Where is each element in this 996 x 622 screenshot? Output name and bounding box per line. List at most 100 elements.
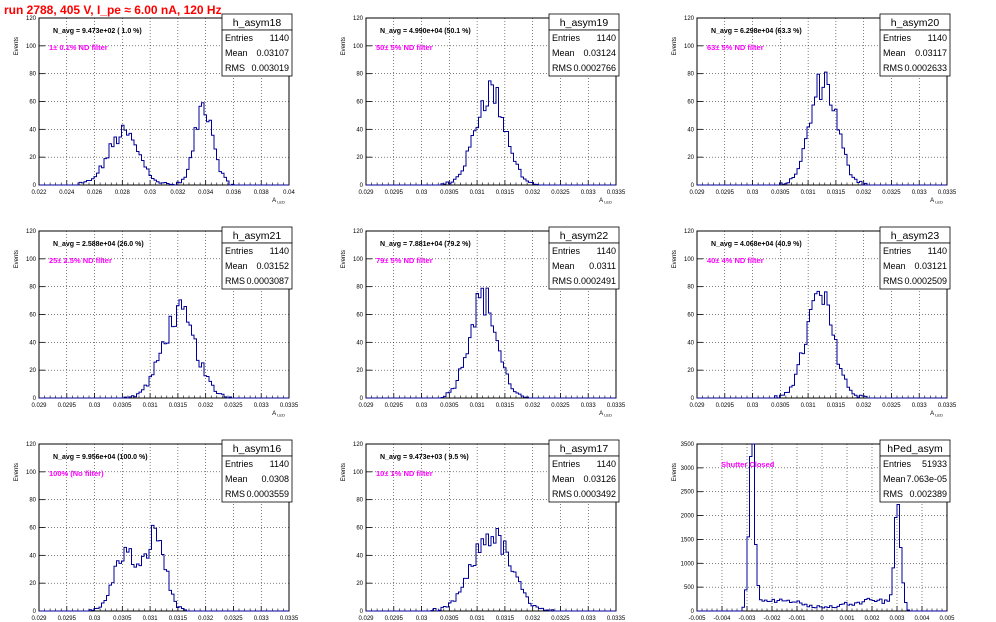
y-tick-label: 1000	[681, 561, 695, 567]
x-tick-label: 0.0295	[385, 403, 404, 409]
histogram-curve	[697, 290, 947, 399]
histogram-panel-h_asym16: 0.029 0.0295 0.03 0.0305 0.031 0.0315 0.032 0.0…	[14, 439, 299, 622]
y-tick-label: 100	[26, 470, 37, 476]
x-tick-label: 0.0325	[882, 403, 901, 409]
y-tick-label: 40	[356, 127, 363, 133]
x-tick-label: 0.029	[358, 616, 374, 622]
x-tick-label: -0.002	[763, 616, 781, 622]
stats-value: 1140	[597, 246, 616, 256]
stats-title: h_asym21	[233, 230, 282, 242]
x-tick-label: 0.032	[856, 190, 872, 196]
x-tick-label: 0.031	[470, 403, 486, 409]
stats-value: 1140	[270, 246, 289, 256]
y-tick-label: 80	[29, 285, 36, 291]
filter-label: 79± 5% ND filter	[376, 256, 433, 265]
y-tick-label: 60	[29, 526, 36, 532]
y-tick-label: 20	[356, 155, 363, 161]
stats-label: Mean	[552, 261, 575, 271]
y-tick-label: 0	[360, 609, 364, 615]
x-tick-label: 0.031	[801, 403, 817, 409]
navg-label: N_avg = 9.473e+02 ( 1.0 %)	[53, 28, 142, 35]
y-axis-label: Events	[14, 37, 20, 55]
stats-value: 0.0002491	[573, 276, 616, 286]
stats-title: h_asym18	[233, 17, 282, 29]
x-tick-label: 0.0305	[771, 190, 790, 196]
x-axis-label: A LED	[272, 198, 285, 205]
x-tick-label: -0.001	[788, 616, 806, 622]
histogram-panel-hPed_asym: -0.005 -0.004 -0.003 -0.002 -0.001 0 0.001 0.00…	[672, 439, 955, 622]
x-tick-label: 0.03	[747, 403, 759, 409]
stats-value: 0.03117	[915, 48, 947, 58]
stats-box	[879, 242, 951, 290]
y-tick-label: 20	[29, 368, 36, 374]
filter-label: 1± 0.1% ND filter	[49, 43, 108, 52]
y-tick-label: 20	[687, 155, 694, 161]
x-tick-label: 0.0295	[58, 616, 77, 622]
x-tick-label: 0.0305	[440, 403, 459, 409]
stats-label: RMS	[552, 489, 572, 499]
histogram-curve	[697, 71, 947, 186]
y-tick-label: 60	[356, 100, 363, 106]
navg-label: N_avg = 6.298e+04 (63.3 %)	[711, 28, 802, 35]
x-tick-label: 0	[820, 616, 824, 622]
x-tick-label: 0.03	[89, 403, 101, 409]
stats-title: h_asym22	[560, 230, 609, 242]
x-axis-label: A LED	[930, 411, 943, 418]
y-tick-label: 40	[356, 340, 363, 346]
y-axis-label: Events	[672, 37, 678, 55]
x-tick-label: 0.001	[839, 616, 855, 622]
x-tick-label: 0.0325	[551, 190, 570, 196]
x-tick-label: 0.033	[581, 616, 597, 622]
x-tick-label: 0.0315	[496, 616, 515, 622]
x-tick-label: -0.003	[738, 616, 756, 622]
stats-title: h_asym20	[891, 17, 940, 29]
stats-title: h_asym17	[560, 443, 609, 455]
histogram-panel-h_asym23: 0.029 0.0295 0.03 0.0305 0.031 0.0315 0.032 0.0…	[672, 226, 957, 418]
stats-value: 0.003019	[251, 63, 289, 73]
x-tick-label: 0.033	[254, 403, 270, 409]
x-tick-label: 0.032	[170, 190, 186, 196]
stats-label: RMS	[225, 489, 245, 499]
x-tick-label: 0.0295	[385, 616, 404, 622]
stats-box	[548, 242, 620, 290]
navg-label: N_avg = 9.473e+03 ( 9.5 %)	[380, 454, 469, 461]
x-tick-label: 0.022	[31, 190, 47, 196]
x-tick-label: 0.0335	[280, 403, 299, 409]
x-tick-label: 0.0335	[607, 616, 626, 622]
y-tick-label: 2000	[681, 514, 695, 520]
stats-label: Entries	[883, 459, 912, 469]
x-tick-label: 0.0315	[169, 403, 188, 409]
stats-value: 0.0308	[261, 474, 289, 484]
y-tick-label: 100	[26, 44, 37, 50]
y-tick-label: 80	[687, 72, 694, 78]
x-tick-label: 0.033	[581, 190, 597, 196]
y-tick-label: 0	[33, 183, 37, 189]
y-tick-label: 80	[687, 285, 694, 291]
y-axis-label: Events	[341, 463, 347, 481]
x-tick-label: 0.029	[31, 403, 47, 409]
y-tick-label: 60	[687, 100, 694, 106]
x-tick-label: 0.0315	[496, 190, 515, 196]
x-tick-label: 0.0315	[827, 190, 846, 196]
stats-box	[221, 242, 293, 290]
stats-title: h_asym19	[560, 17, 609, 29]
x-axis-label: A LED	[599, 411, 612, 418]
navg-label: N_avg = 9.956e+04 (100.0 %)	[53, 454, 148, 461]
y-tick-label: 120	[26, 16, 37, 22]
run-title: run 2788, 405 V, I_pe ≈ 6.00 nA, 120 Hz	[4, 3, 222, 17]
y-tick-label: 0	[360, 183, 364, 189]
y-tick-label: 20	[29, 155, 36, 161]
y-axis-label: Events	[672, 463, 678, 481]
x-tick-label: 0.034	[198, 190, 214, 196]
x-tick-label: 0.004	[914, 616, 930, 622]
x-tick-label: 0.032	[525, 403, 541, 409]
x-tick-label: 0.0335	[607, 190, 626, 196]
x-axis-label: A LED	[930, 198, 943, 205]
y-tick-label: 120	[684, 229, 695, 235]
y-tick-label: 40	[29, 340, 36, 346]
histogram-curve	[39, 299, 289, 399]
stats-label: Mean	[225, 474, 248, 484]
y-tick-label: 120	[353, 16, 364, 22]
x-tick-label: 0.033	[581, 403, 597, 409]
stats-value: 1140	[270, 33, 289, 43]
